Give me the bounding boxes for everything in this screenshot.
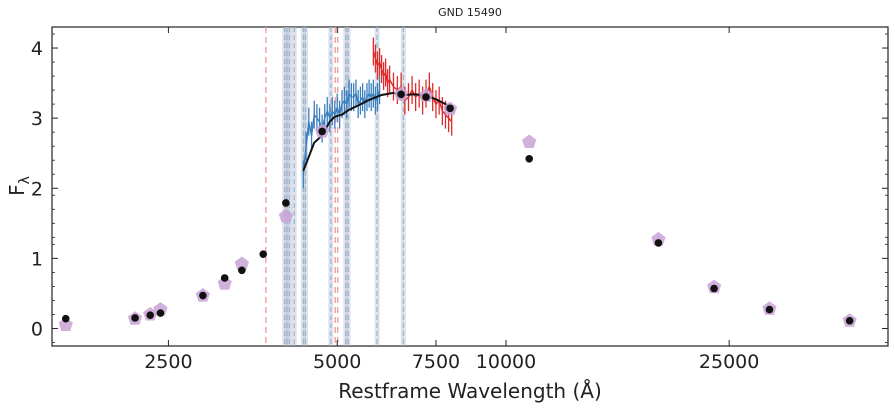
photometry-point-6 (238, 266, 246, 275)
line-band-0 (282, 27, 288, 346)
x-tick-label-0: 2500 (144, 351, 192, 373)
line-band-8 (345, 27, 351, 346)
model-point-7 (278, 208, 293, 223)
line-band-10 (400, 27, 406, 346)
line-band-5 (303, 27, 309, 346)
photometry-point-0 (61, 314, 70, 323)
photometry-point-8 (282, 199, 290, 207)
photometry-point-5 (220, 274, 229, 282)
y-axis-ticks: 0 1 2 3 4 (31, 33, 888, 343)
spectral-line-markers (265, 27, 406, 346)
line-band-1 (284, 27, 290, 346)
x-axis-label: Restframe Wavelength (Å) (338, 379, 602, 403)
photometry-point-11 (422, 93, 430, 101)
photometry-point-14 (654, 239, 663, 247)
line-band-9 (374, 27, 380, 346)
x-axis-ticks: 2500 5000 7500 10000 25000 (144, 27, 759, 373)
y-axis-label-main: F (5, 184, 29, 196)
model-point-6 (234, 256, 249, 270)
photometry-point-3 (156, 309, 165, 317)
model-point-5 (217, 276, 232, 290)
spectrum-red (372, 37, 453, 136)
photometry-point-17 (845, 316, 854, 325)
chart-title: GND 15490 (438, 6, 502, 19)
line-band-3 (291, 27, 297, 346)
x-tick-label-4: 25000 (699, 351, 759, 373)
y-tick-label-3: 3 (31, 108, 43, 130)
plot-frame (51, 26, 889, 347)
spectrum-blue (302, 76, 381, 189)
photometry-point-1 (131, 314, 139, 322)
model-point-0 (58, 317, 73, 331)
photometry-point-10 (397, 90, 405, 99)
model-point-12 (522, 134, 537, 148)
line-band-7 (343, 27, 349, 346)
x-tick-label-2: 7500 (412, 351, 460, 373)
svg-text:Fλ: Fλ (5, 176, 33, 196)
spectrum-red-trace (372, 51, 453, 123)
y-axis-label-sub: λ (17, 176, 33, 184)
spectrum-blue-trace (302, 89, 381, 175)
line-band-2 (286, 27, 292, 346)
y-tick-label-0: 0 (31, 318, 43, 340)
x-tick-label-3: 10000 (476, 351, 536, 373)
photometry-point-7 (259, 250, 268, 258)
x-tick-label-1: 5000 (313, 351, 361, 373)
photometry-point-12 (446, 104, 454, 113)
photometry-point-16 (765, 305, 774, 314)
line-band-6 (328, 27, 334, 346)
data-points (58, 86, 857, 331)
y-axis-label: Fλ (5, 176, 33, 196)
y-tick-label-4: 4 (31, 38, 43, 60)
y-tick-label-2: 2 (31, 178, 43, 200)
y-tick-label-1: 1 (31, 248, 43, 270)
photometry-point-13 (525, 155, 534, 163)
photometry-point-9 (318, 127, 326, 136)
photometry-point-2 (146, 311, 155, 319)
photometry-point-15 (710, 284, 718, 293)
photometry-point-4 (199, 291, 207, 300)
